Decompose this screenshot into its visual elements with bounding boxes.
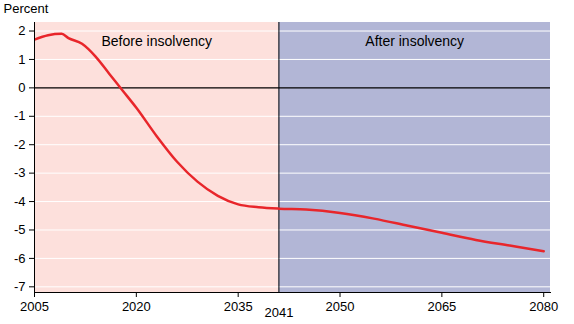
svg-text:0: 0 xyxy=(18,80,25,95)
svg-text:-1: -1 xyxy=(14,108,26,123)
svg-text:-7: -7 xyxy=(14,279,26,294)
svg-text:2035: 2035 xyxy=(224,299,253,314)
svg-text:-4: -4 xyxy=(14,194,26,209)
svg-text:2020: 2020 xyxy=(122,299,151,314)
svg-text:2065: 2065 xyxy=(427,299,456,314)
svg-text:-6: -6 xyxy=(14,251,26,266)
svg-text:-3: -3 xyxy=(14,165,26,180)
svg-text:2041: 2041 xyxy=(264,305,293,320)
svg-text:2: 2 xyxy=(18,23,25,38)
svg-text:Before insolvency: Before insolvency xyxy=(101,33,212,49)
svg-text:-2: -2 xyxy=(14,137,26,152)
svg-text:After insolvency: After insolvency xyxy=(365,33,464,49)
svg-text:2005: 2005 xyxy=(20,299,49,314)
svg-text:1: 1 xyxy=(18,52,25,67)
svg-text:-5: -5 xyxy=(14,222,26,237)
svg-text:2080: 2080 xyxy=(529,299,558,314)
svg-text:Percent: Percent xyxy=(4,1,49,16)
svg-text:2050: 2050 xyxy=(326,299,355,314)
